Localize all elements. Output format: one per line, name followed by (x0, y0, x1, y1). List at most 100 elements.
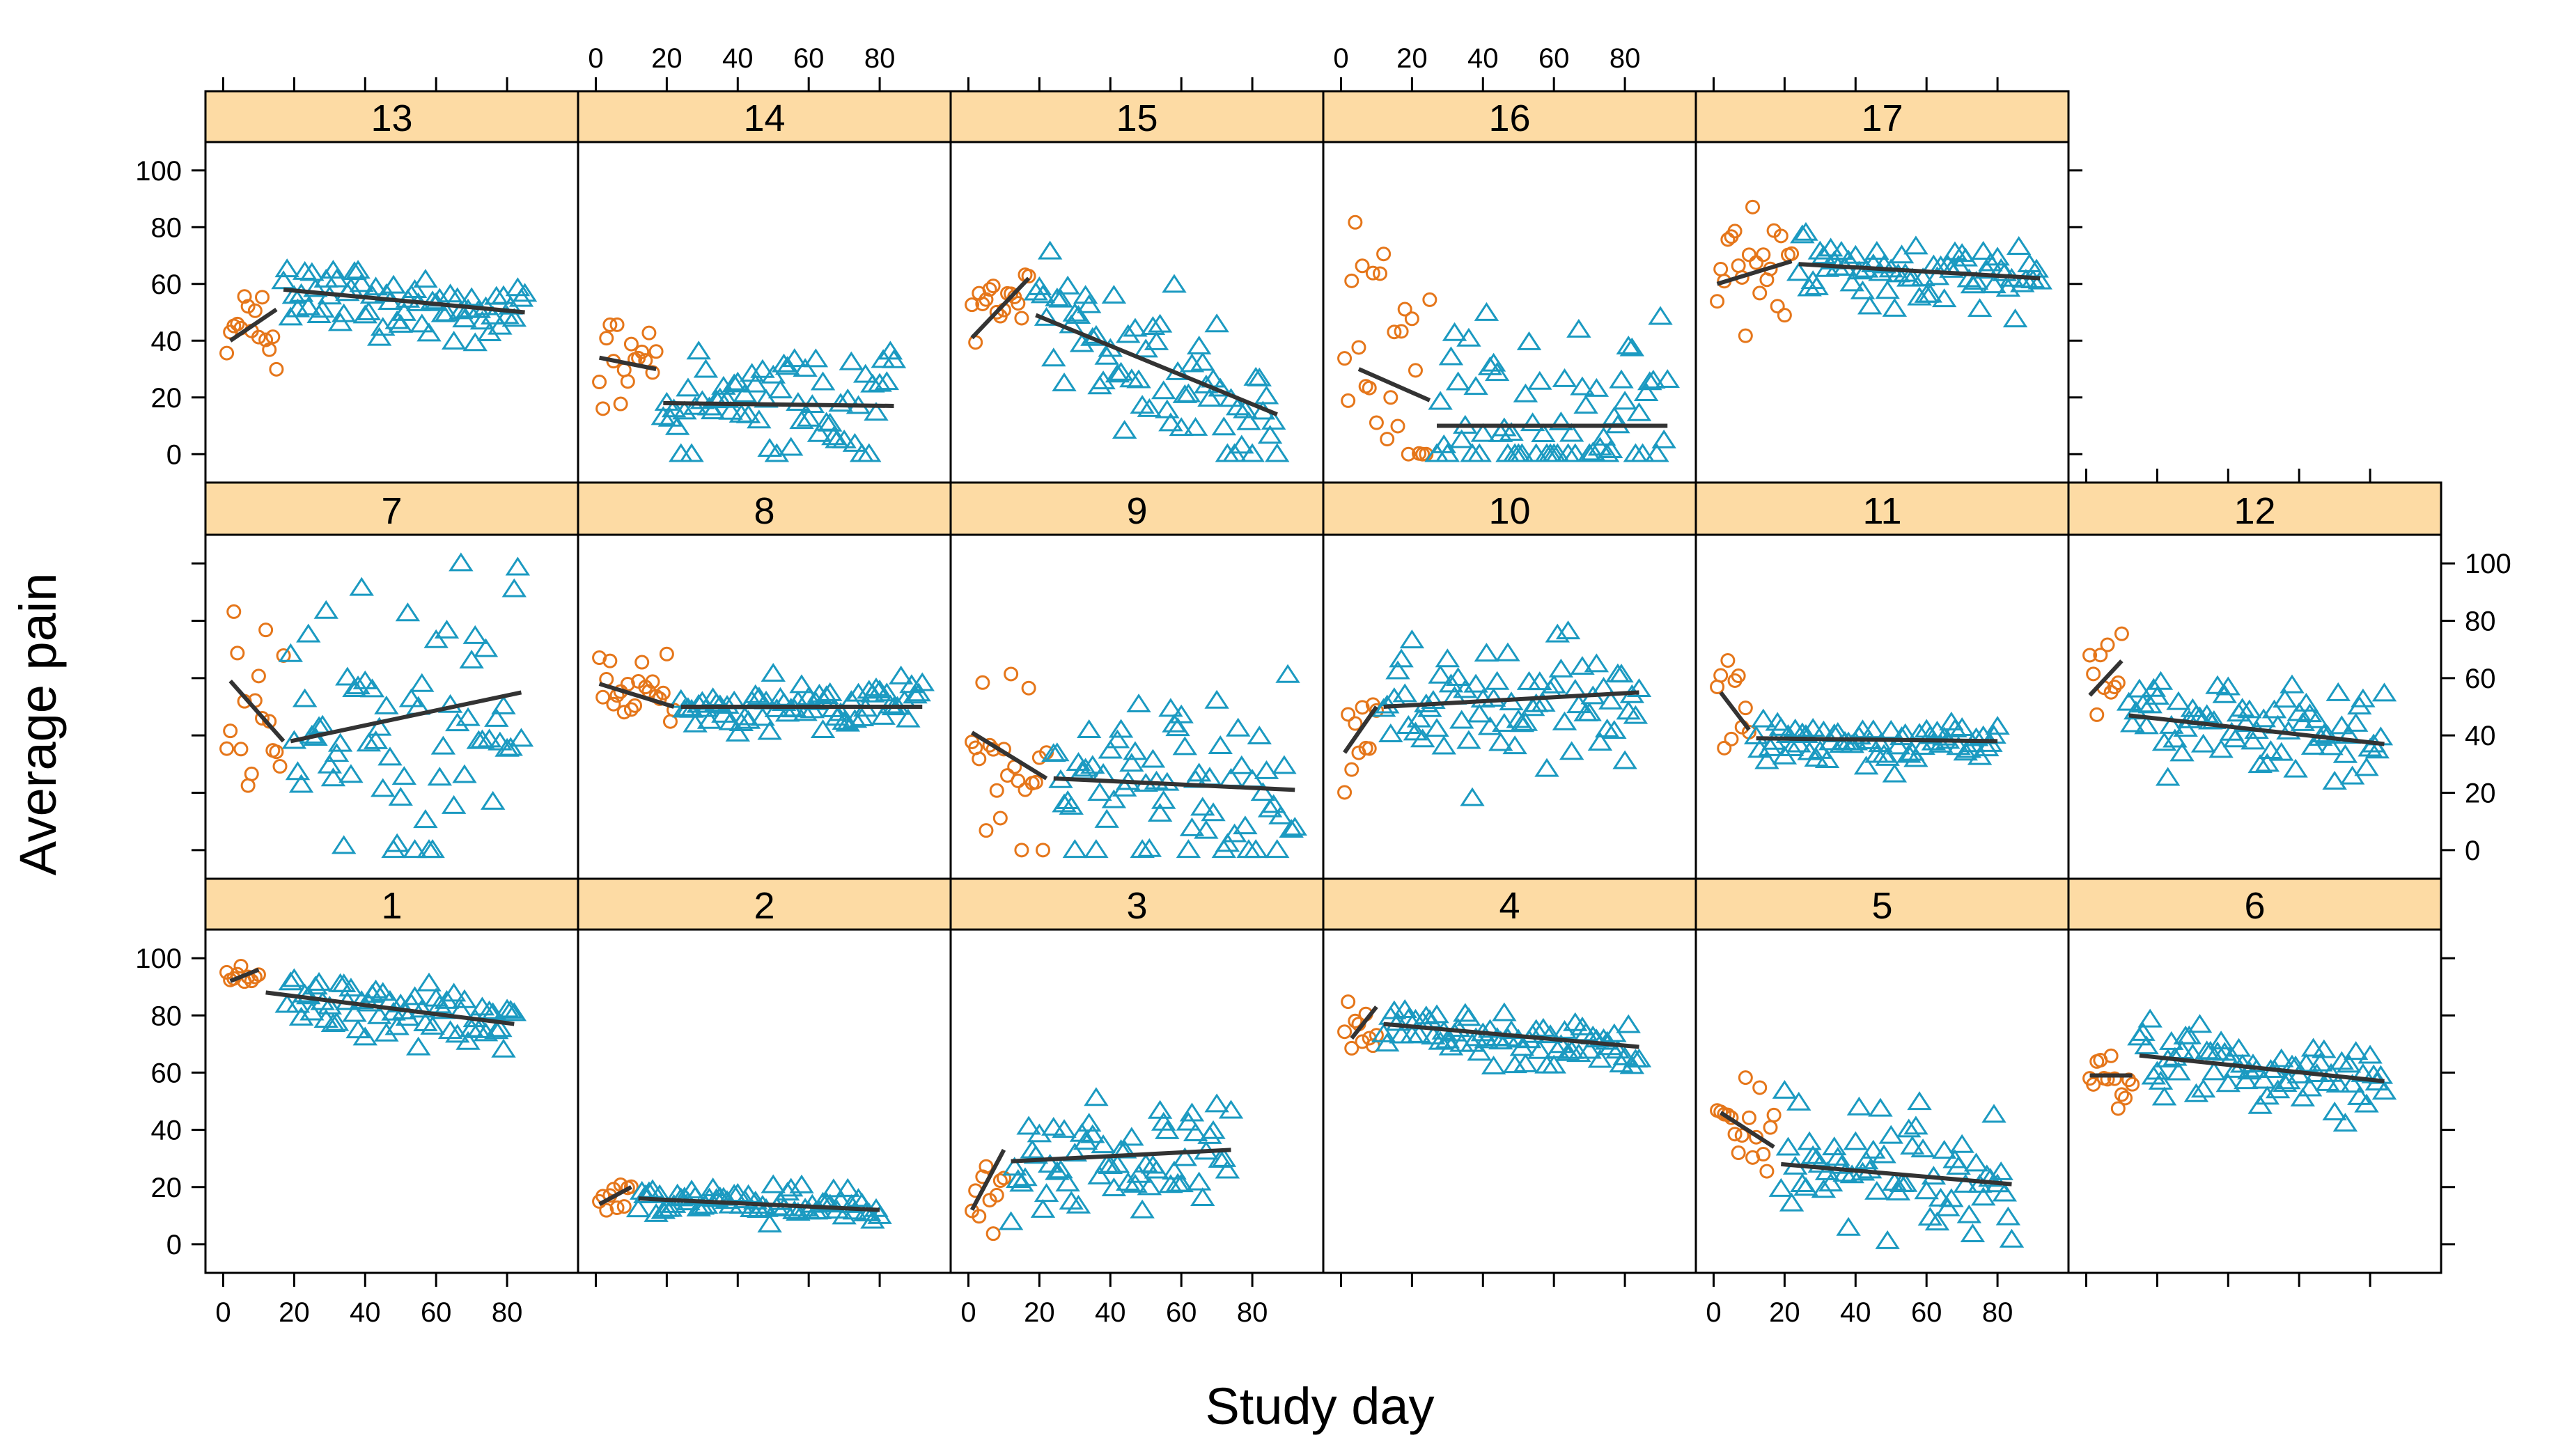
treatment-point (342, 1003, 367, 1022)
treatment-point (1591, 426, 1616, 446)
treatment-point (427, 767, 453, 786)
treatment-point (420, 839, 445, 859)
treatment-point (1477, 1019, 1503, 1038)
treatment-point (1836, 1216, 1861, 1236)
treatment-point (1839, 1164, 1864, 1184)
baseline-point (1738, 1070, 1753, 1086)
treatment-point (434, 620, 460, 639)
treatment-point (2332, 1113, 2358, 1132)
treatment-point (1041, 1116, 1066, 1136)
treatment-point (1055, 1173, 1080, 1192)
fit-line-baseline (1719, 691, 1751, 731)
treatment-point (806, 423, 832, 442)
treatment-point (1988, 1161, 2013, 1180)
treatment-point (2343, 712, 2369, 732)
treatment-point (1254, 760, 1279, 779)
baseline-point (1752, 285, 1768, 301)
treatment-point (398, 688, 424, 707)
treatment-point (722, 373, 747, 393)
treatment-point (703, 1188, 729, 1207)
treatment-point (1218, 1099, 1244, 1119)
treatment-point (867, 373, 892, 392)
treatment-point (1775, 723, 1801, 743)
treatment-point (1924, 1212, 1950, 1231)
treatment-point (1513, 712, 1538, 731)
treatment-point (1048, 1159, 1073, 1179)
treatment-point (1641, 369, 1666, 389)
x-tick-label: 20 (1769, 1297, 1800, 1328)
treatment-point (1616, 335, 1641, 354)
baseline-point (989, 304, 1004, 320)
strip-title-13: 13 (371, 97, 412, 139)
treatment-point (1793, 1177, 1818, 1196)
treatment-point (2208, 739, 2234, 758)
treatment-point (718, 400, 743, 420)
treatment-point (2163, 728, 2188, 748)
treatment-point (498, 999, 523, 1019)
treatment-point (473, 638, 499, 657)
panel-1: 1 (204, 877, 579, 1274)
baseline-point (1376, 246, 1392, 262)
strip-title-16: 16 (1488, 97, 1530, 139)
treatment-point (1956, 1204, 1982, 1223)
treatment-point (1907, 1091, 1932, 1111)
treatment-point (1637, 371, 1662, 391)
baseline-point (2082, 648, 2098, 663)
treatment-point (1626, 1048, 1652, 1067)
treatment-point (349, 990, 374, 1010)
treatment-point (2371, 682, 2397, 702)
treatment-point (1829, 1154, 1854, 1174)
treatment-point (1428, 391, 1453, 410)
baseline-point (272, 759, 288, 774)
treatment-point (352, 304, 378, 324)
treatment-point (2319, 1063, 2344, 1082)
treatment-point (1942, 718, 1967, 737)
treatment-point (1846, 1096, 1872, 1116)
treatment-point (1853, 756, 1879, 775)
treatment-point (1843, 244, 1869, 264)
treatment-point (2222, 1058, 2248, 1078)
baseline-point (1014, 843, 1029, 858)
treatment-point (761, 663, 786, 682)
baseline-point (602, 317, 618, 332)
treatment-point (771, 353, 797, 373)
treatment-point (2159, 714, 2184, 734)
baseline-point (1717, 740, 1732, 756)
treatment-point (1442, 322, 1467, 341)
baseline-point (996, 1171, 1011, 1186)
treatment-point (501, 578, 527, 597)
fit-line-treatment (1756, 736, 1998, 744)
baseline-point (1727, 1127, 1743, 1142)
treatment-point (1073, 1131, 1098, 1150)
treatment-point (1385, 660, 1410, 680)
treatment-point (352, 670, 378, 689)
treatment-point (767, 379, 793, 399)
treatment-point (1981, 1104, 2006, 1123)
treatment-point (1935, 1197, 1961, 1216)
treatment-point (374, 695, 399, 714)
baseline-point (965, 297, 980, 313)
fit-line-baseline (970, 730, 1048, 781)
treatment-point (498, 737, 523, 756)
treatment-point (1864, 1180, 1889, 1200)
treatment-point (349, 273, 374, 292)
treatment-point (285, 761, 311, 781)
baseline-point (989, 1187, 1004, 1203)
baseline-point (1362, 380, 1377, 396)
baseline-point (1394, 324, 1409, 339)
baseline-point (628, 698, 643, 713)
treatment-point (1850, 280, 1876, 299)
treatment-point (650, 1200, 676, 1219)
baseline-point (1727, 224, 1743, 239)
treatment-point (821, 1178, 846, 1198)
strip-title-12: 12 (2234, 490, 2275, 532)
treatment-point (1875, 746, 1900, 766)
treatment-point (1871, 1144, 1896, 1164)
treatment-point (1786, 733, 1811, 753)
treatment-point (1548, 1034, 1574, 1054)
panel-14: 14 (577, 90, 952, 484)
treatment-point (462, 332, 488, 352)
treatment-point (345, 675, 371, 695)
treatment-point (1949, 717, 1974, 737)
treatment-point (274, 258, 299, 278)
